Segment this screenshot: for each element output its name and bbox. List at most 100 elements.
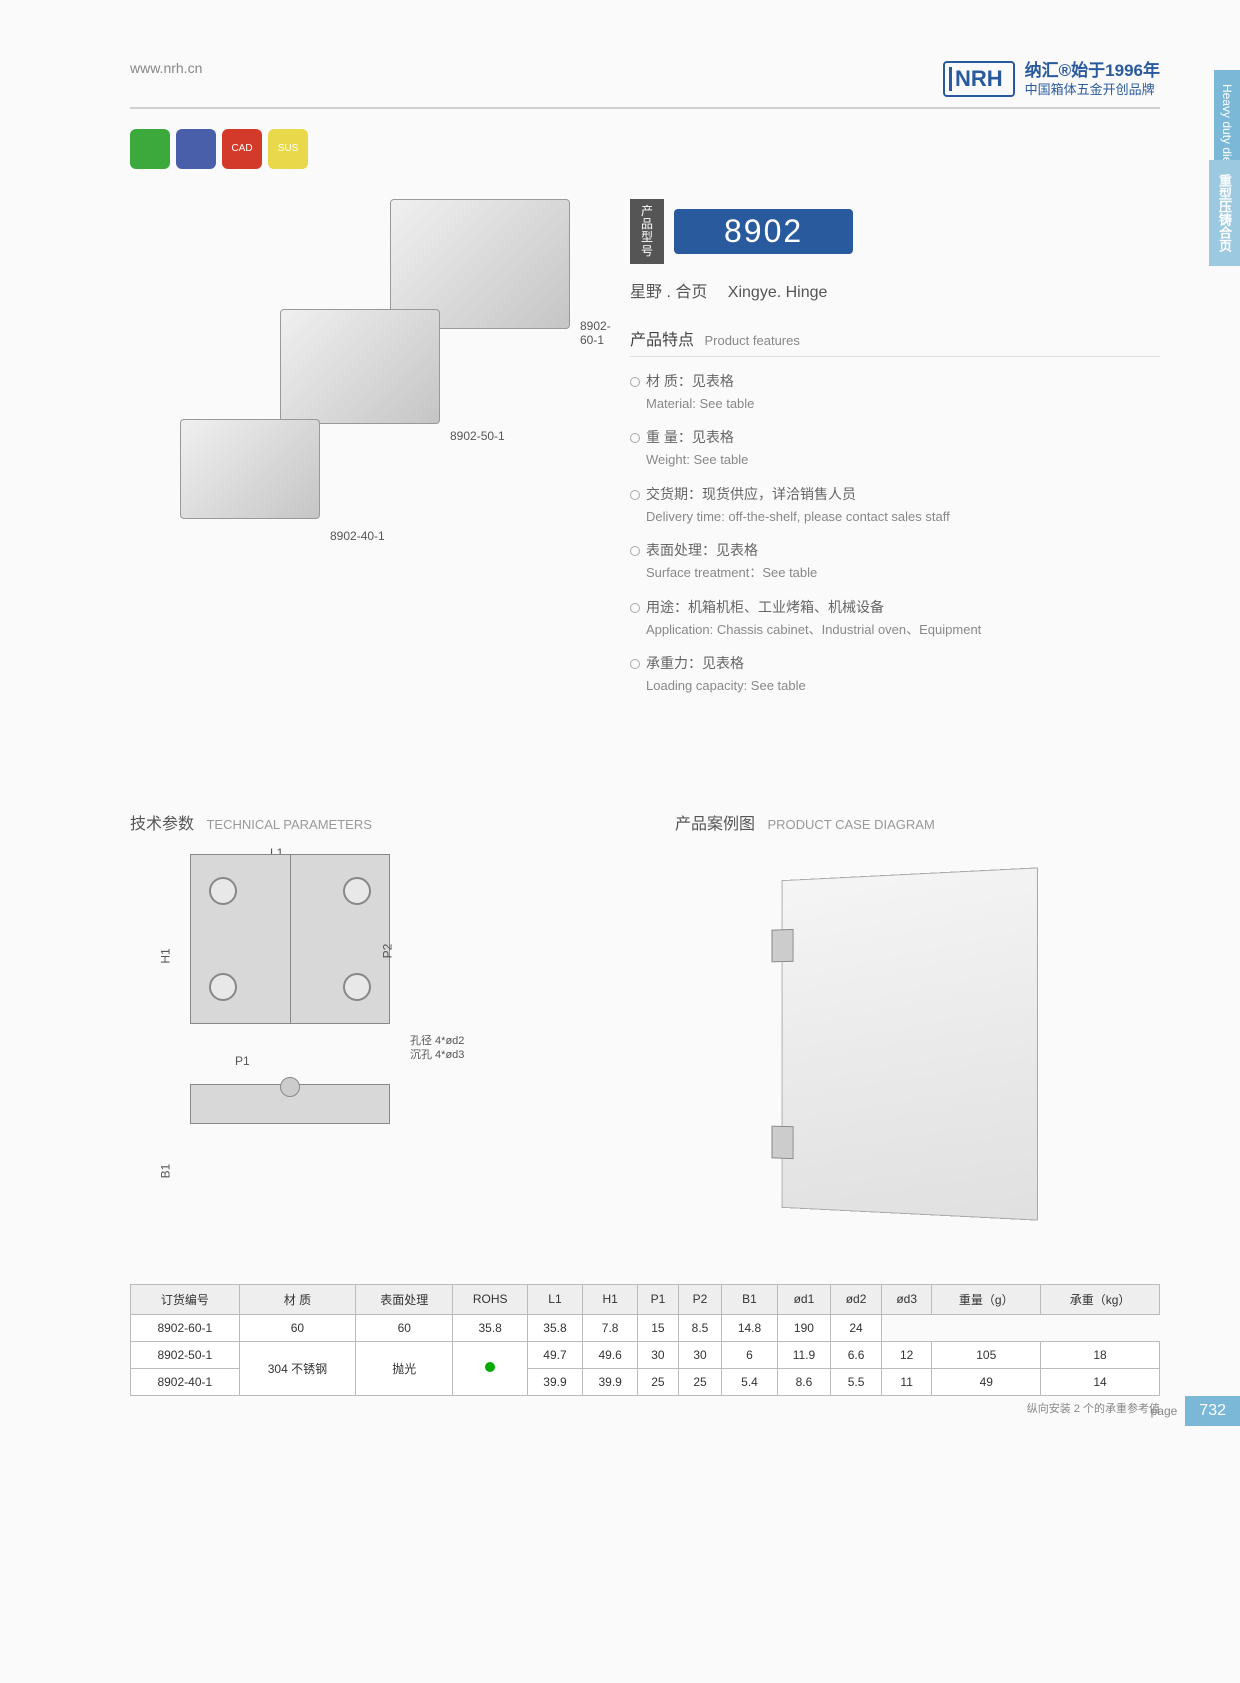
spec-table: 订货编号材 质表面处理ROHSL1H1P1P2B1ød1ød2ød3重量（g）承… bbox=[130, 1284, 1160, 1396]
table-cell: 39.9 bbox=[583, 1368, 638, 1395]
features-title-en: Product features bbox=[704, 333, 799, 348]
table-header-cell: P2 bbox=[678, 1284, 722, 1314]
table-header-cell: ød3 bbox=[881, 1284, 932, 1314]
cabinet-drawing bbox=[782, 867, 1038, 1220]
table-header-cell: ød2 bbox=[831, 1284, 882, 1314]
table-cell: 5.5 bbox=[831, 1368, 882, 1395]
product-info: 产品型号 8902 星野 . 合页 Xingye. Hinge 产品特点 Pro… bbox=[610, 199, 1160, 710]
feature-item: 交货期：现货供应，详洽销售人员Delivery time: off-the-sh… bbox=[630, 484, 1160, 527]
table-row: 8902-50-1304 不锈钢抛光49.749.63030611.96.612… bbox=[131, 1341, 1160, 1368]
dim-B1: B1 bbox=[158, 1163, 172, 1178]
table-cell: 304 不锈钢 bbox=[239, 1341, 356, 1395]
table-cell: 抛光 bbox=[356, 1341, 453, 1395]
product-name: 星野 . 合页 Xingye. Hinge bbox=[630, 278, 1160, 302]
table-cell: 24 bbox=[831, 1314, 882, 1341]
table-header-row: 订货编号材 质表面处理ROHSL1H1P1P2B1ød1ød2ød3重量（g）承… bbox=[131, 1284, 1160, 1314]
case-title-en: PRODUCT CASE DIAGRAM bbox=[767, 817, 934, 832]
table-cell: 7.8 bbox=[583, 1314, 638, 1341]
table-cell: 35.8 bbox=[453, 1314, 527, 1341]
tech-title-en: TECHNICAL PARAMETERS bbox=[206, 817, 371, 832]
table-cell: 49.6 bbox=[583, 1341, 638, 1368]
table-cell: 12 bbox=[881, 1341, 932, 1368]
badge-icon bbox=[176, 129, 216, 169]
hinge-image-2 bbox=[280, 309, 440, 424]
table-cell: 25 bbox=[678, 1368, 722, 1395]
table-cell: 49.7 bbox=[527, 1341, 582, 1368]
table-cell: 8.6 bbox=[777, 1368, 831, 1395]
table-cell: 11.9 bbox=[777, 1341, 831, 1368]
page-header: www.nrh.cn NRH 纳汇®始于1996年 中国箱体五金开创品牌 bbox=[130, 60, 1160, 109]
page-number: 732 bbox=[1185, 1396, 1240, 1426]
tech-diagram: L1 H1 P2 P1 孔径 4*ød2 沉孔 4*ød3 ød1 B1 bbox=[130, 854, 615, 1244]
diagram-hole bbox=[209, 973, 237, 1001]
page-footer: page 732 bbox=[1151, 1396, 1240, 1426]
badge-icon bbox=[130, 129, 170, 169]
table-header-cell: L1 bbox=[527, 1284, 582, 1314]
spec-table-section: 订货编号材 质表面处理ROHSL1H1P1P2B1ød1ød2ød3重量（g）承… bbox=[130, 1284, 1160, 1416]
table-header-cell: 材 质 bbox=[239, 1284, 356, 1314]
table-cell: 8902-60-1 bbox=[131, 1314, 240, 1341]
diagram-hole bbox=[209, 877, 237, 905]
feature-item: 承重力：见表格Loading capacity: See table bbox=[630, 653, 1160, 696]
table-cell: 14.8 bbox=[722, 1314, 777, 1341]
tech-title-cn: 技术参数 bbox=[130, 816, 194, 833]
table-cell: 60 bbox=[239, 1314, 356, 1341]
table-cell: 8902-40-1 bbox=[131, 1368, 240, 1395]
dim-P2: P2 bbox=[380, 943, 394, 958]
table-header-cell: 表面处理 bbox=[356, 1284, 453, 1314]
table-cell: 105 bbox=[932, 1341, 1041, 1368]
website-url: www.nrh.cn bbox=[130, 60, 202, 76]
table-cell: 6 bbox=[722, 1341, 777, 1368]
badge-icon: CAD bbox=[222, 129, 262, 169]
table-row: 8902-60-1606035.835.87.8158.514.819024 bbox=[131, 1314, 1160, 1341]
page-label: page bbox=[1151, 1404, 1178, 1418]
table-cell: 49 bbox=[932, 1368, 1041, 1395]
table-cell: 18 bbox=[1041, 1341, 1160, 1368]
table-cell: 39.9 bbox=[527, 1368, 582, 1395]
table-cell: 25 bbox=[638, 1368, 678, 1395]
table-header-cell: H1 bbox=[583, 1284, 638, 1314]
brand-main: 纳汇®始于1996年 bbox=[1025, 60, 1160, 82]
table-cell bbox=[453, 1341, 527, 1395]
model-row: 产品型号 8902 bbox=[630, 199, 1160, 264]
product-name-cn: 星野 . 合页 bbox=[630, 284, 707, 301]
dim-H1: H1 bbox=[159, 948, 173, 963]
badge-icon: SUS bbox=[268, 129, 308, 169]
table-cell: 15 bbox=[638, 1314, 678, 1341]
table-header-cell: 承重（kg） bbox=[1041, 1284, 1160, 1314]
tech-title: 技术参数 TECHNICAL PARAMETERS bbox=[130, 810, 615, 834]
model-label: 产品型号 bbox=[630, 199, 664, 264]
case-title-cn: 产品案例图 bbox=[675, 816, 755, 833]
table-cell: 60 bbox=[356, 1314, 453, 1341]
table-body: 8902-60-1606035.835.87.8158.514.81902489… bbox=[131, 1314, 1160, 1395]
hinge-image-3 bbox=[180, 419, 320, 519]
table-cell: 5.4 bbox=[722, 1368, 777, 1395]
table-cell: 8.5 bbox=[678, 1314, 722, 1341]
hinge-label-1: 8902-60-1 bbox=[580, 319, 611, 347]
feature-item: 重 量：见表格Weight: See table bbox=[630, 427, 1160, 470]
table-cell: 190 bbox=[777, 1314, 831, 1341]
table-cell: 14 bbox=[1041, 1368, 1160, 1395]
diagram-hole bbox=[343, 877, 371, 905]
features-list: 材 质：见表格Material: See table 重 量：见表格Weight:… bbox=[630, 371, 1160, 696]
hinge-label-3: 8902-40-1 bbox=[330, 529, 385, 543]
diagram-centerline bbox=[290, 855, 291, 1023]
feature-item: 材 质：见表格Material: See table bbox=[630, 371, 1160, 414]
diagram-front bbox=[190, 854, 390, 1024]
product-name-en: Xingye. Hinge bbox=[728, 284, 828, 301]
cabinet-hinge-bottom bbox=[772, 1125, 794, 1158]
features-title: 产品特点 Product features bbox=[630, 326, 1160, 357]
table-header-cell: ød1 bbox=[777, 1284, 831, 1314]
table-cell: 6.6 bbox=[831, 1341, 882, 1368]
table-cell: 11 bbox=[881, 1368, 932, 1395]
product-images: 8902-60-1 8902-50-1 8902-40-1 bbox=[130, 199, 570, 599]
diagram-side bbox=[190, 1084, 390, 1124]
case-title: 产品案例图 PRODUCT CASE DIAGRAM bbox=[675, 810, 1160, 834]
table-header-cell: 重量（g） bbox=[932, 1284, 1041, 1314]
diagram-hole bbox=[343, 973, 371, 1001]
diagram-pin bbox=[280, 1077, 300, 1097]
table-cell: 30 bbox=[638, 1341, 678, 1368]
table-cell: 8902-50-1 bbox=[131, 1341, 240, 1368]
table-header-cell: ROHS bbox=[453, 1284, 527, 1314]
table-cell: 30 bbox=[678, 1341, 722, 1368]
